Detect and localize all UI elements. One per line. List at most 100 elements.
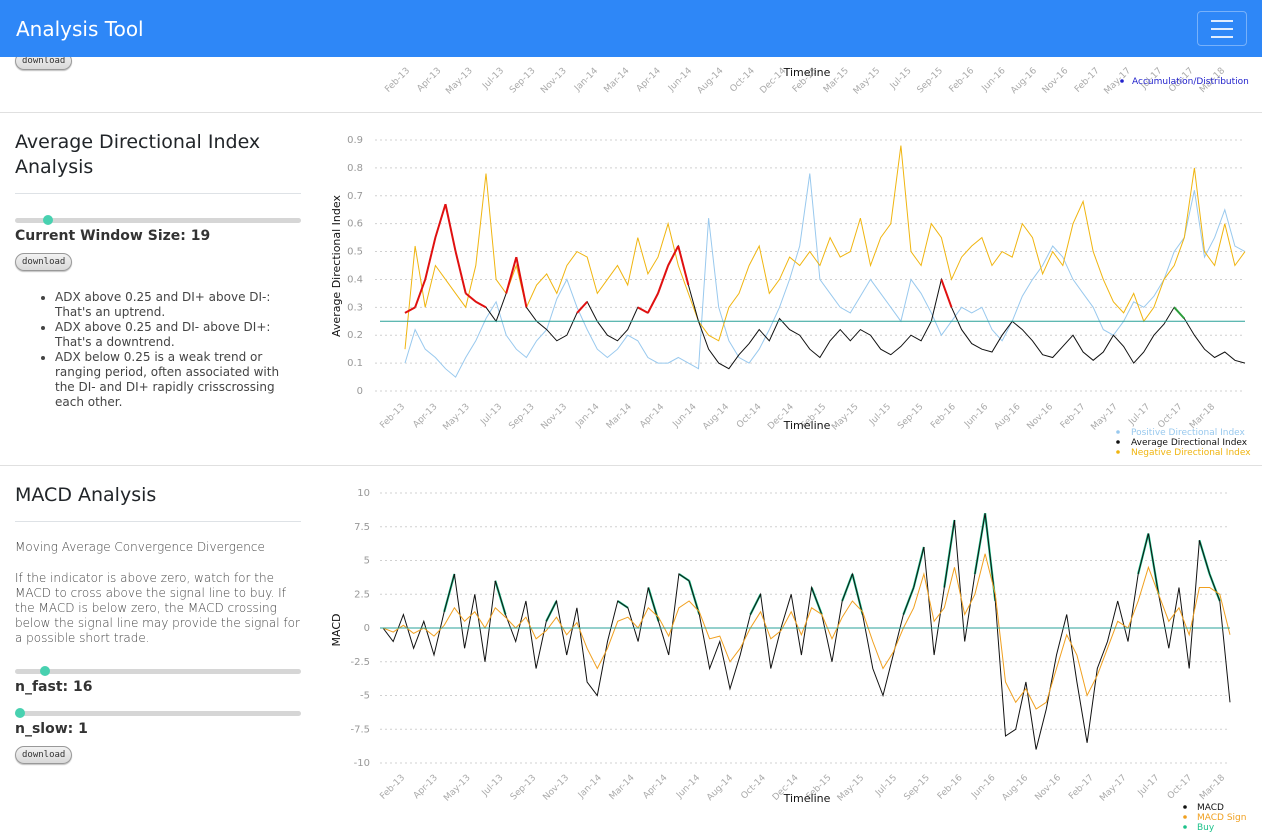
x-tick-label: Jan-14 bbox=[576, 773, 604, 801]
navbar: Analysis Tool bbox=[0, 0, 1262, 57]
macd-title-divider bbox=[15, 521, 301, 522]
legend-label: Accumulation/Distribution bbox=[1132, 77, 1249, 87]
trend-segment bbox=[637, 306, 649, 314]
x-tick-label: Feb-17 bbox=[1067, 773, 1096, 802]
legend-marker bbox=[1116, 440, 1120, 444]
x-tick-label: Feb-16 bbox=[929, 402, 958, 431]
x-tick-label: Jan-14 bbox=[572, 66, 600, 94]
x-tick-label: Jun-16 bbox=[980, 66, 1008, 94]
x-tick-label: Nov-13 bbox=[539, 66, 569, 96]
macd-subtitle: Moving Average Convergence Divergence bbox=[15, 540, 265, 554]
legend-marker bbox=[1183, 815, 1187, 819]
y-tick-label: 0.5 bbox=[347, 247, 363, 258]
window-size-slider-handle[interactable] bbox=[42, 215, 53, 225]
x-tick-label: Nov-16 bbox=[1033, 773, 1063, 803]
y-tick-label: 0.6 bbox=[347, 219, 363, 230]
y-tick-label: -2.5 bbox=[350, 657, 370, 668]
x-tick-label: Oct-17 bbox=[1156, 402, 1184, 430]
x-tick-label: May-17 bbox=[1103, 66, 1134, 97]
window-size-label: Current Window Size: 19 bbox=[15, 228, 211, 244]
x-tick-label: Apr-14 bbox=[638, 402, 666, 430]
n-slow-slider[interactable] bbox=[15, 708, 301, 718]
adx-line bbox=[404, 203, 1246, 370]
macd-line bbox=[382, 513, 1231, 750]
legend-label: Positive Directional Index bbox=[1131, 428, 1246, 438]
x-tick-label: Sep-13 bbox=[507, 402, 536, 431]
legend-label: MACD Sign bbox=[1197, 813, 1246, 823]
adx-download-button[interactable]: download bbox=[15, 253, 73, 271]
x-tick-label: Mar-14 bbox=[608, 773, 637, 802]
x-tick-label: Apr-13 bbox=[411, 402, 439, 430]
n-fast-label: n_fast: 16 bbox=[15, 679, 93, 695]
n-fast-slider-handle[interactable] bbox=[39, 666, 50, 676]
macd-download-button[interactable]: download bbox=[15, 746, 73, 764]
x-tick-label: Oct-14 bbox=[739, 773, 768, 802]
x-tick-label: Sep-15 bbox=[916, 66, 945, 95]
x-tick-label: Feb-16 bbox=[948, 66, 977, 95]
x-tick-label: Oct-17 bbox=[1166, 773, 1194, 801]
trend-segment bbox=[434, 203, 447, 238]
x-tick-label: Sep-13 bbox=[508, 66, 537, 95]
x-tick-label: Nov-13 bbox=[539, 402, 569, 432]
x-tick-label: Jul-13 bbox=[480, 773, 506, 799]
legend-marker bbox=[1183, 805, 1187, 809]
x-axis-title: Timeline bbox=[783, 419, 831, 432]
x-tick-label: Feb-17 bbox=[1059, 402, 1088, 431]
x-tick-label: Apr-13 bbox=[415, 66, 443, 94]
x-tick-label: Feb-13 bbox=[378, 773, 407, 802]
n-slow-label: n_slow: 1 bbox=[15, 721, 88, 737]
hamburger-icon bbox=[1211, 19, 1233, 22]
window-size-slider[interactable] bbox=[15, 215, 301, 225]
x-tick-label: Sep-15 bbox=[896, 402, 925, 431]
x-tick-label: Apr-14 bbox=[641, 773, 669, 801]
legend-marker bbox=[1183, 825, 1187, 829]
trend-segment bbox=[404, 306, 416, 314]
y-tick-label: -10 bbox=[354, 758, 370, 769]
trend-segment bbox=[576, 301, 588, 314]
x-tick-label: Jun-14 bbox=[671, 402, 699, 430]
negative-di-line bbox=[404, 145, 1246, 350]
trend-segment bbox=[505, 256, 518, 294]
x-tick-label: Oct-14 bbox=[728, 66, 757, 95]
x-tick-label: Jun-16 bbox=[962, 402, 990, 430]
adx-section-title: Average Directional Index Analysis bbox=[15, 131, 261, 178]
adx-rules-list: ADX above 0.25 and DI+ above DI-: That's… bbox=[37, 290, 299, 410]
trend-segment bbox=[465, 292, 477, 303]
x-tick-label: Jul-15 bbox=[888, 66, 914, 92]
x-tick-label: Jun-16 bbox=[969, 773, 997, 801]
y-tick-label: 0.8 bbox=[347, 163, 363, 174]
x-tick-label: May-17 bbox=[1089, 402, 1120, 433]
n-slow-slider-handle[interactable] bbox=[15, 708, 25, 718]
trend-segment bbox=[475, 300, 487, 309]
x-tick-label: Jul-13 bbox=[480, 66, 506, 92]
y-tick-label: 0.4 bbox=[347, 274, 363, 285]
y-axis-title: MACD bbox=[330, 614, 343, 647]
list-item: ADX below 0.25 is a weak trend or rangin… bbox=[55, 350, 299, 410]
trend-segment bbox=[677, 245, 690, 286]
x-tick-label: Apr-13 bbox=[412, 773, 440, 801]
n-fast-slider[interactable] bbox=[15, 666, 301, 676]
y-tick-label: 5 bbox=[364, 556, 370, 567]
trend-segment bbox=[424, 237, 437, 280]
positive-di-line bbox=[404, 173, 1246, 378]
x-tick-label: Aug-14 bbox=[701, 402, 731, 432]
x-tick-label: Feb-17 bbox=[1073, 66, 1102, 95]
x-tick-label: Feb-16 bbox=[936, 773, 965, 802]
x-tick-label: May-13 bbox=[442, 773, 473, 804]
menu-toggle-button[interactable] bbox=[1197, 11, 1247, 46]
app-title[interactable]: Analysis Tool bbox=[16, 16, 144, 41]
trend-segment bbox=[444, 203, 457, 252]
x-tick-label: May-15 bbox=[836, 773, 867, 804]
x-tick-label: Nov-16 bbox=[1041, 66, 1071, 96]
y-tick-label: 10 bbox=[357, 488, 370, 499]
adx-chart: 0 0.1 0.2 0.3 0.4 0.5 0.6 0.7 0.8 0.9 Average Dire… bbox=[330, 135, 1251, 458]
trend-segment bbox=[414, 279, 427, 308]
legend-label: Buy bbox=[1197, 823, 1215, 833]
trend-segment bbox=[515, 256, 528, 308]
x-tick-label: Aug-16 bbox=[993, 402, 1023, 432]
x-tick-label: Feb-13 bbox=[378, 402, 407, 431]
x-tick-label: Sep-15 bbox=[902, 773, 931, 802]
x-tick-label: Jul-17 bbox=[1136, 773, 1162, 799]
x-tick-label: Nov-16 bbox=[1025, 402, 1055, 432]
